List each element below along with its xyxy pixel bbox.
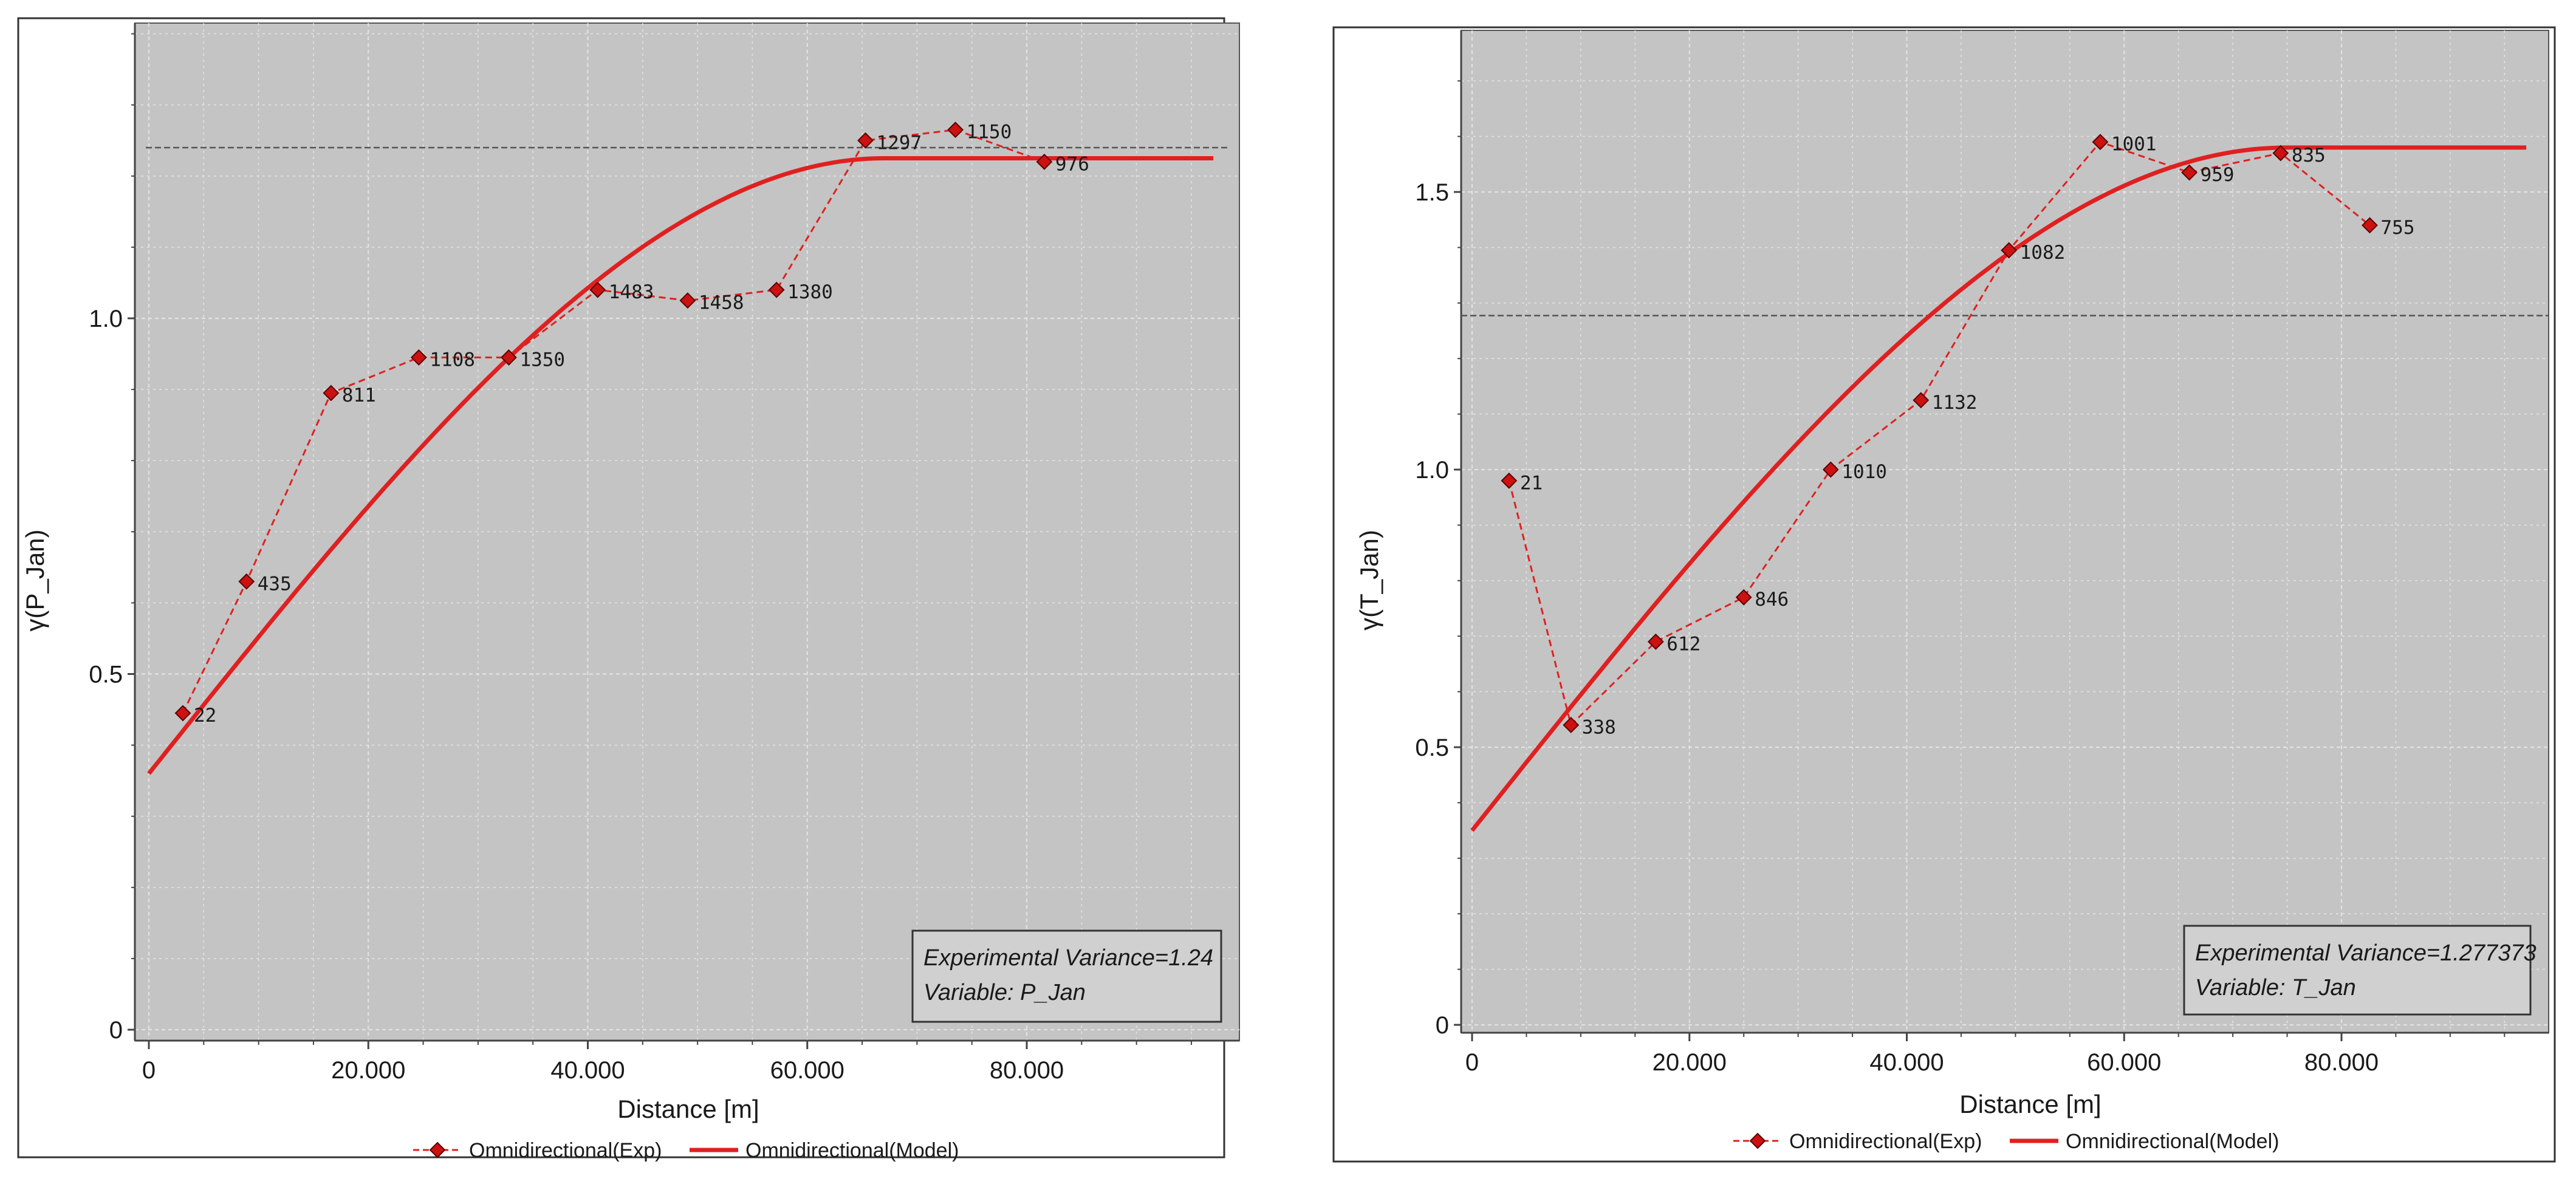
x-tick-label: 80.000 <box>2304 1049 2379 1076</box>
y-tick-label: 1.0 <box>1415 457 1449 484</box>
y-tick-label: 1.0 <box>89 306 123 332</box>
model-curve <box>1470 145 2527 832</box>
point-pair-count-label: 1010 <box>1841 461 1887 483</box>
x-axis-title: Distance [m] <box>617 1095 759 1123</box>
info-variable-text: Variable: T_Jan <box>2195 975 2356 1001</box>
point-pair-count-label: 1350 <box>519 349 565 371</box>
point-pair-count-label: 755 <box>2381 217 2415 239</box>
x-tick-label: 20.000 <box>1653 1049 1727 1076</box>
experimental-point <box>323 385 340 402</box>
y-axis-title: γ(P_Jan) <box>21 529 49 631</box>
experimental-point <box>174 705 191 722</box>
experimental-point <box>1822 461 1839 478</box>
legend-exp-diamond <box>429 1141 446 1158</box>
point-pair-count-label: 811 <box>342 385 376 406</box>
y-tick-label: 0.5 <box>1415 734 1449 761</box>
y-tick-label: 0 <box>109 1017 123 1044</box>
experimental-point <box>947 121 964 139</box>
point-pair-count-label: 846 <box>1755 589 1789 611</box>
point-pair-count-label: 1082 <box>2020 242 2066 264</box>
x-tick-label: 40.000 <box>1869 1049 1944 1076</box>
experimental-point <box>589 281 606 298</box>
plot-area <box>1461 30 2549 1033</box>
experimental-point <box>2001 242 2018 259</box>
point-pair-count-label: 338 <box>1582 716 1616 738</box>
experimental-point <box>1563 717 1580 733</box>
x-tick-label: 0 <box>142 1057 156 1084</box>
model-curve <box>147 156 1214 775</box>
point-pair-count-label: 976 <box>1055 153 1089 175</box>
x-tick-label: 60.000 <box>770 1057 844 1084</box>
x-tick-label: 40.000 <box>550 1057 625 1084</box>
point-pair-count-label: 1483 <box>609 281 654 303</box>
point-pair-count-label: 1458 <box>699 292 744 314</box>
experimental-point <box>410 349 427 366</box>
grid-lines <box>135 23 1239 1041</box>
point-pair-count-label: 1108 <box>430 349 475 371</box>
point-pair-count-label: 22 <box>194 705 216 727</box>
point-pair-count-label: 1380 <box>787 281 833 303</box>
point-pair-count-label: 1132 <box>1932 392 1978 414</box>
experimental-point <box>2181 164 2197 181</box>
info-box <box>2183 925 2532 1016</box>
info-box <box>911 929 1222 1023</box>
legend-exp-label: Omnidirectional(Exp) <box>1789 1130 1982 1153</box>
legend: Omnidirectional(Exp) Omnidirectional(Mode… <box>413 1139 959 1162</box>
point-pair-count-label: 1001 <box>2111 134 2157 156</box>
experimental-point <box>857 132 874 149</box>
y-tick-label: 1.5 <box>1415 179 1449 206</box>
y-axis-title: γ(T_Jan) <box>1355 530 1383 631</box>
x-tick-label: 80.000 <box>990 1057 1064 1084</box>
point-pair-count-label: 959 <box>2201 164 2235 186</box>
chart-panel-1: 0 0.5 1.0 0 20.000 40.000 60.000 80.000 γ(P_Jan)… <box>17 17 1240 1162</box>
experimental-point <box>2092 134 2109 151</box>
y-tick-label: 0 <box>1436 1012 1449 1039</box>
info-variance-text: Experimental Variance=1.24 <box>923 945 1213 971</box>
x-axis-title: Distance [m] <box>1959 1090 2101 1118</box>
point-pair-count-label: 1150 <box>967 121 1012 143</box>
experimental-point <box>2272 145 2289 162</box>
point-pair-count-label: 612 <box>1667 633 1701 655</box>
experimental-point <box>2362 217 2378 234</box>
chart-panel-2: 0 0.5 1.0 1.5 0 20.000 40.000 60.000 80.000 γ(T_J… <box>1332 26 2556 1163</box>
experimental-point <box>1913 392 1930 409</box>
experimental-point <box>1036 153 1053 170</box>
legend: Omnidirectional(Exp) Omnidirectional(Mode… <box>1733 1130 2279 1153</box>
info-variable-text: Variable: P_Jan <box>923 980 1086 1005</box>
x-tick-label: 0 <box>1465 1049 1479 1076</box>
point-pair-count-label: 21 <box>1520 472 1543 494</box>
experimental-point <box>1647 633 1664 650</box>
experimental-point <box>679 292 696 309</box>
experimental-point <box>1501 472 1518 489</box>
point-pair-count-label: 835 <box>2292 145 2326 166</box>
experimental-point <box>501 349 517 366</box>
x-tick-label: 20.000 <box>331 1057 405 1084</box>
experimental-point <box>1735 589 1752 606</box>
experimental-point <box>238 573 255 590</box>
y-tick-label: 0.5 <box>89 662 123 688</box>
legend-model-label: Omnidirectional(Model) <box>745 1139 959 1162</box>
experimental-point <box>768 281 785 298</box>
info-variance-text: Experimental Variance=1.277373 <box>2195 940 2537 966</box>
x-tick-label: 60.000 <box>2087 1049 2161 1076</box>
legend-exp-diamond <box>1749 1132 1766 1149</box>
legend-exp-label: Omnidirectional(Exp) <box>469 1139 662 1162</box>
legend-model-label: Omnidirectional(Model) <box>2066 1130 2279 1153</box>
point-pair-count-label: 435 <box>258 573 292 595</box>
point-pair-count-label: 1297 <box>876 132 922 154</box>
